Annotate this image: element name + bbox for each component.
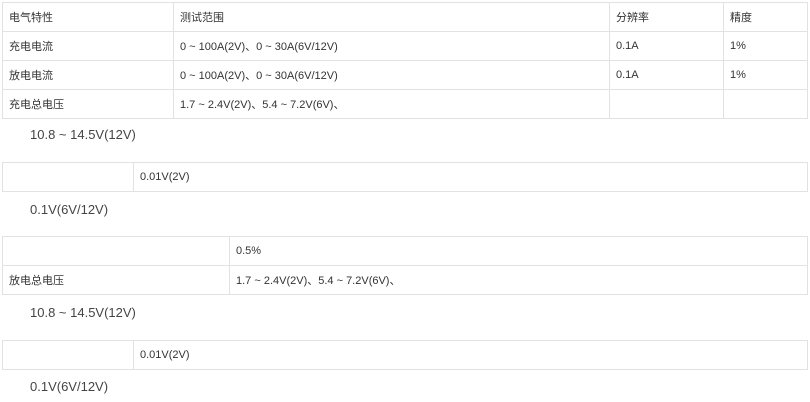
table-row: 0.01V(2V) [2, 162, 808, 192]
cell: 1% [723, 31, 808, 61]
cell: 0 ~ 100A(2V)、0 ~ 30A(6V/12V) [173, 31, 610, 61]
cell: 充电总电压 [2, 89, 174, 119]
cell: 0.1A [609, 60, 724, 90]
cell: 1% [723, 60, 808, 90]
table-row: 放电总电压 1.7 ~ 2.4V(2V)、5.4 ~ 7.2V(6V)、 [2, 265, 808, 295]
spec-table-1: 电气特性 测试范围 分辨率 精度 充电电流 0 ~ 100A(2V)、0 ~ 3… [2, 2, 808, 119]
header-cell: 测试范围 [173, 2, 610, 32]
spec-table-2: 0.01V(2V) [2, 162, 808, 192]
cell: 0.01V(2V) [133, 340, 808, 370]
cell: 0.5% [229, 236, 808, 266]
cell: 充电电流 [2, 31, 174, 61]
table-row: 充电电流 0 ~ 100A(2V)、0 ~ 30A(6V/12V) 0.1A 1… [2, 31, 808, 61]
cell: 放电电流 [2, 60, 174, 90]
cell: 放电总电压 [2, 265, 230, 295]
cell: 1.7 ~ 2.4V(2V)、5.4 ~ 7.2V(6V)、 [229, 265, 808, 295]
table-row: 充电总电压 1.7 ~ 2.4V(2V)、5.4 ~ 7.2V(6V)、 [2, 89, 808, 119]
cell [2, 236, 230, 266]
table-header-row: 电气特性 测试范围 分辨率 精度 [2, 2, 808, 32]
cell [2, 340, 134, 370]
cell [723, 89, 808, 119]
paragraph: 10.8 ~ 14.5V(12V) [30, 127, 136, 142]
cell [2, 162, 134, 192]
cell [609, 89, 724, 119]
table-row: 0.5% [2, 236, 808, 266]
header-cell: 电气特性 [2, 2, 174, 32]
table-row: 放电电流 0 ~ 100A(2V)、0 ~ 30A(6V/12V) 0.1A 1… [2, 60, 808, 90]
spec-table-4: 0.01V(2V) [2, 340, 808, 370]
paragraph: 0.1V(6V/12V) [30, 379, 109, 394]
cell: 0 ~ 100A(2V)、0 ~ 30A(6V/12V) [173, 60, 610, 90]
header-cell: 分辨率 [609, 2, 724, 32]
paragraph: 0.1V(6V/12V) [30, 202, 109, 217]
spec-table-3: 0.5% 放电总电压 1.7 ~ 2.4V(2V)、5.4 ~ 7.2V(6V)… [2, 236, 808, 295]
cell: 1.7 ~ 2.4V(2V)、5.4 ~ 7.2V(6V)、 [173, 89, 610, 119]
paragraph: 10.8 ~ 14.5V(12V) [30, 305, 136, 320]
header-cell: 精度 [723, 2, 808, 32]
cell: 0.01V(2V) [133, 162, 808, 192]
table-row: 0.01V(2V) [2, 340, 808, 370]
cell: 0.1A [609, 31, 724, 61]
